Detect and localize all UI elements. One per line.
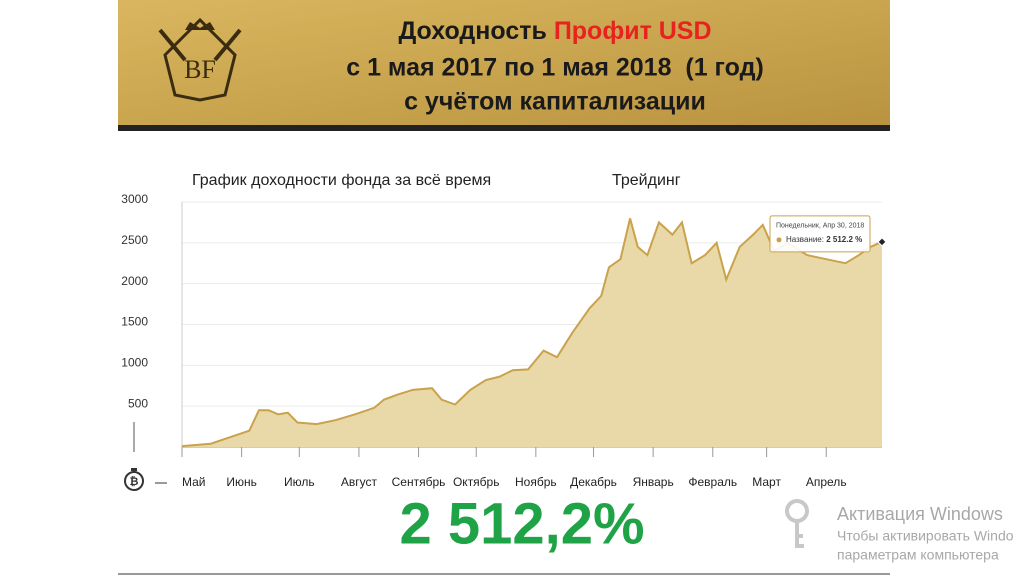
y-tick-label: 2000 [121,274,148,288]
x-tick-label: Июнь [226,475,257,489]
x-tick-label: Ноябрь [515,475,557,489]
title-highlight: Профит USD [554,17,712,45]
plot: 500 1000 1500 2000 2500 3000 Май Июнь Июль Август… [121,192,887,489]
x-tick-label: Август [341,475,378,489]
header-line: с 1 мая 2017 по 1 мая 2018 (1 год) [346,54,764,82]
x-tick-label: Июль [284,475,315,489]
y-tick-label: 2500 [121,233,148,247]
tooltip-series: Название: [786,235,824,244]
x-tick-label: Сентябрь [392,475,446,489]
tooltip-number: 2 512.2 % [826,235,862,244]
line [181,218,883,448]
x-tick-label: Февраль [688,475,737,489]
svg-text:₿: ₿ [130,476,139,488]
tooltip-dot [776,237,782,243]
watermark-text: параметрам компьютера [837,547,999,563]
header-title: Доходность Профит USD [398,17,711,45]
chart-title: График доходности фонда за всё время [192,172,491,189]
result: 2 512,2% [399,491,644,556]
tooltip-date: Понедельник, Апр 30, 2018 [776,223,864,230]
logo: BF [158,17,242,102]
x-tick-label: Декабрь [570,475,617,489]
header-line: с учётом капитализации [404,88,706,116]
y-tick-label: 500 [128,396,148,410]
y-tick-label: 3000 [121,192,148,206]
tooltip-value: Название: 2 512.2 % [786,235,862,244]
x-tick-label: Май [182,475,206,489]
y-tick-label: 1000 [121,356,148,370]
x-tick-label: Октябрь [453,475,500,489]
area [182,218,882,447]
bitcoin-icon: ₿ [124,422,167,491]
header-band [118,0,890,125]
tooltip [769,215,871,253]
title-start: Доходность [398,17,546,45]
header-strip [118,125,890,131]
watermark-text: Чтобы активировать Windo [837,528,1014,544]
last-point [877,237,887,247]
x-tick-label: Март [752,475,781,489]
x-tick-label: Апрель [806,475,847,489]
watermark: Активация Windows Чтобы активировать Win… [785,499,1014,563]
chart-subtitle: Трейдинг [612,172,681,189]
y-tick-label: 1500 [121,315,148,329]
watermark-title: Активация Windows [837,504,1003,524]
x-tick-label: Январь [633,475,674,489]
logo-text: BF [184,55,216,84]
